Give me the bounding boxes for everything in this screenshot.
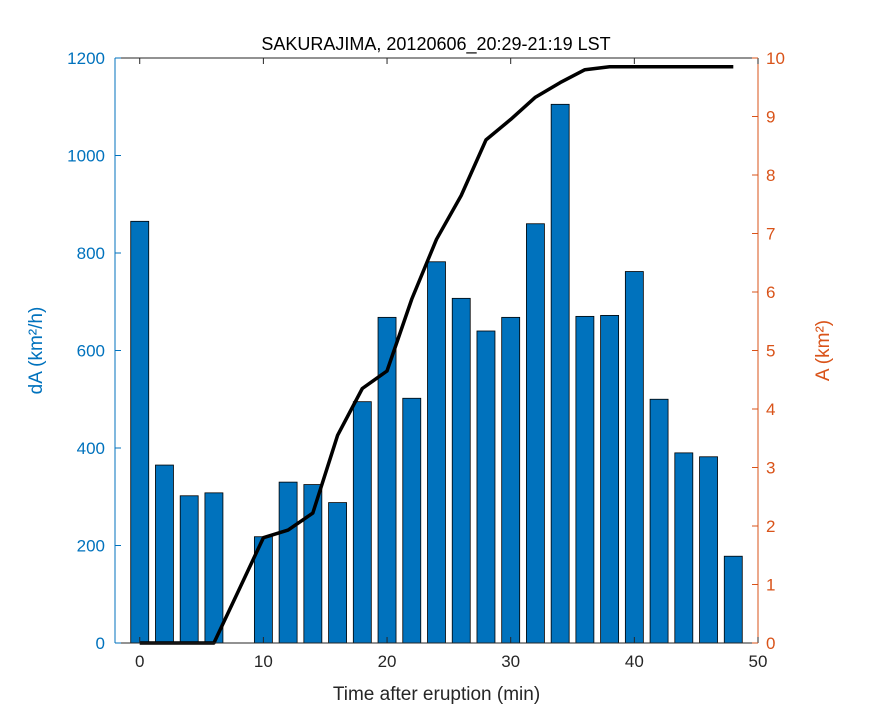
bar: [278, 481, 298, 644]
right-y-tick-label: 5: [766, 342, 775, 361]
right-y-tick-label: 8: [766, 166, 775, 185]
plot-area: 0 10 20 30 40 5002004006008001000120001234567…: [26, 49, 834, 705]
left-y-tick-label: 1200: [67, 49, 105, 68]
x-tick-label: 10: [254, 652, 273, 671]
left-y-tick-label: 800: [77, 244, 105, 263]
left-y-tick-label: 0: [96, 634, 105, 653]
bar: [649, 398, 669, 644]
right-y-tick-label: 0: [766, 634, 775, 653]
bar: [427, 261, 446, 644]
right-y-tick-label: 4: [766, 400, 775, 419]
cumulative-area-line: [139, 65, 734, 645]
bar: [501, 316, 521, 644]
bar: [130, 220, 150, 644]
right-y-axis-label: A (km²): [813, 320, 834, 381]
bar: [575, 315, 595, 644]
right-y-tick-label: 6: [766, 283, 775, 302]
bar: [328, 502, 347, 644]
bar: [476, 330, 496, 644]
bar: [204, 492, 224, 644]
bar: [352, 401, 372, 644]
bar: [624, 271, 644, 644]
bar: [600, 314, 620, 644]
bar: [699, 456, 718, 644]
bar: [402, 397, 422, 644]
right-y-tick-label: 9: [766, 108, 775, 127]
right-y-tick-label: 2: [766, 517, 775, 536]
left-y-tick-label: 600: [77, 342, 105, 361]
bar: [550, 103, 570, 644]
right-y-tick-label: 10: [766, 49, 785, 68]
right-y-tick-label: 7: [766, 225, 775, 244]
x-tick-label: 40: [625, 652, 644, 671]
chart-title: SAKURAJIMA, 20120606_20:29-21:19 LST: [261, 34, 610, 55]
bar: [451, 297, 471, 644]
x-tick-label: 30: [501, 652, 520, 671]
bar: [179, 495, 199, 644]
right-y-tick-label: 3: [766, 459, 775, 478]
bar: [526, 223, 545, 644]
x-axis-label: Time after eruption (min): [333, 684, 540, 705]
x-tick-label: 20: [378, 652, 397, 671]
x-tick-label: 0: [135, 652, 144, 671]
left-y-axis-label: dA (km²/h): [26, 307, 47, 395]
right-y-tick-label: 1: [766, 576, 775, 595]
left-y-tick-label: 200: [77, 537, 105, 556]
left-y-tick-label: 400: [77, 439, 105, 458]
x-tick-label: 50: [749, 652, 768, 671]
bar: [155, 464, 174, 644]
bar: [723, 555, 743, 644]
left-y-tick-label: 1000: [67, 147, 105, 166]
bar: [674, 452, 694, 644]
